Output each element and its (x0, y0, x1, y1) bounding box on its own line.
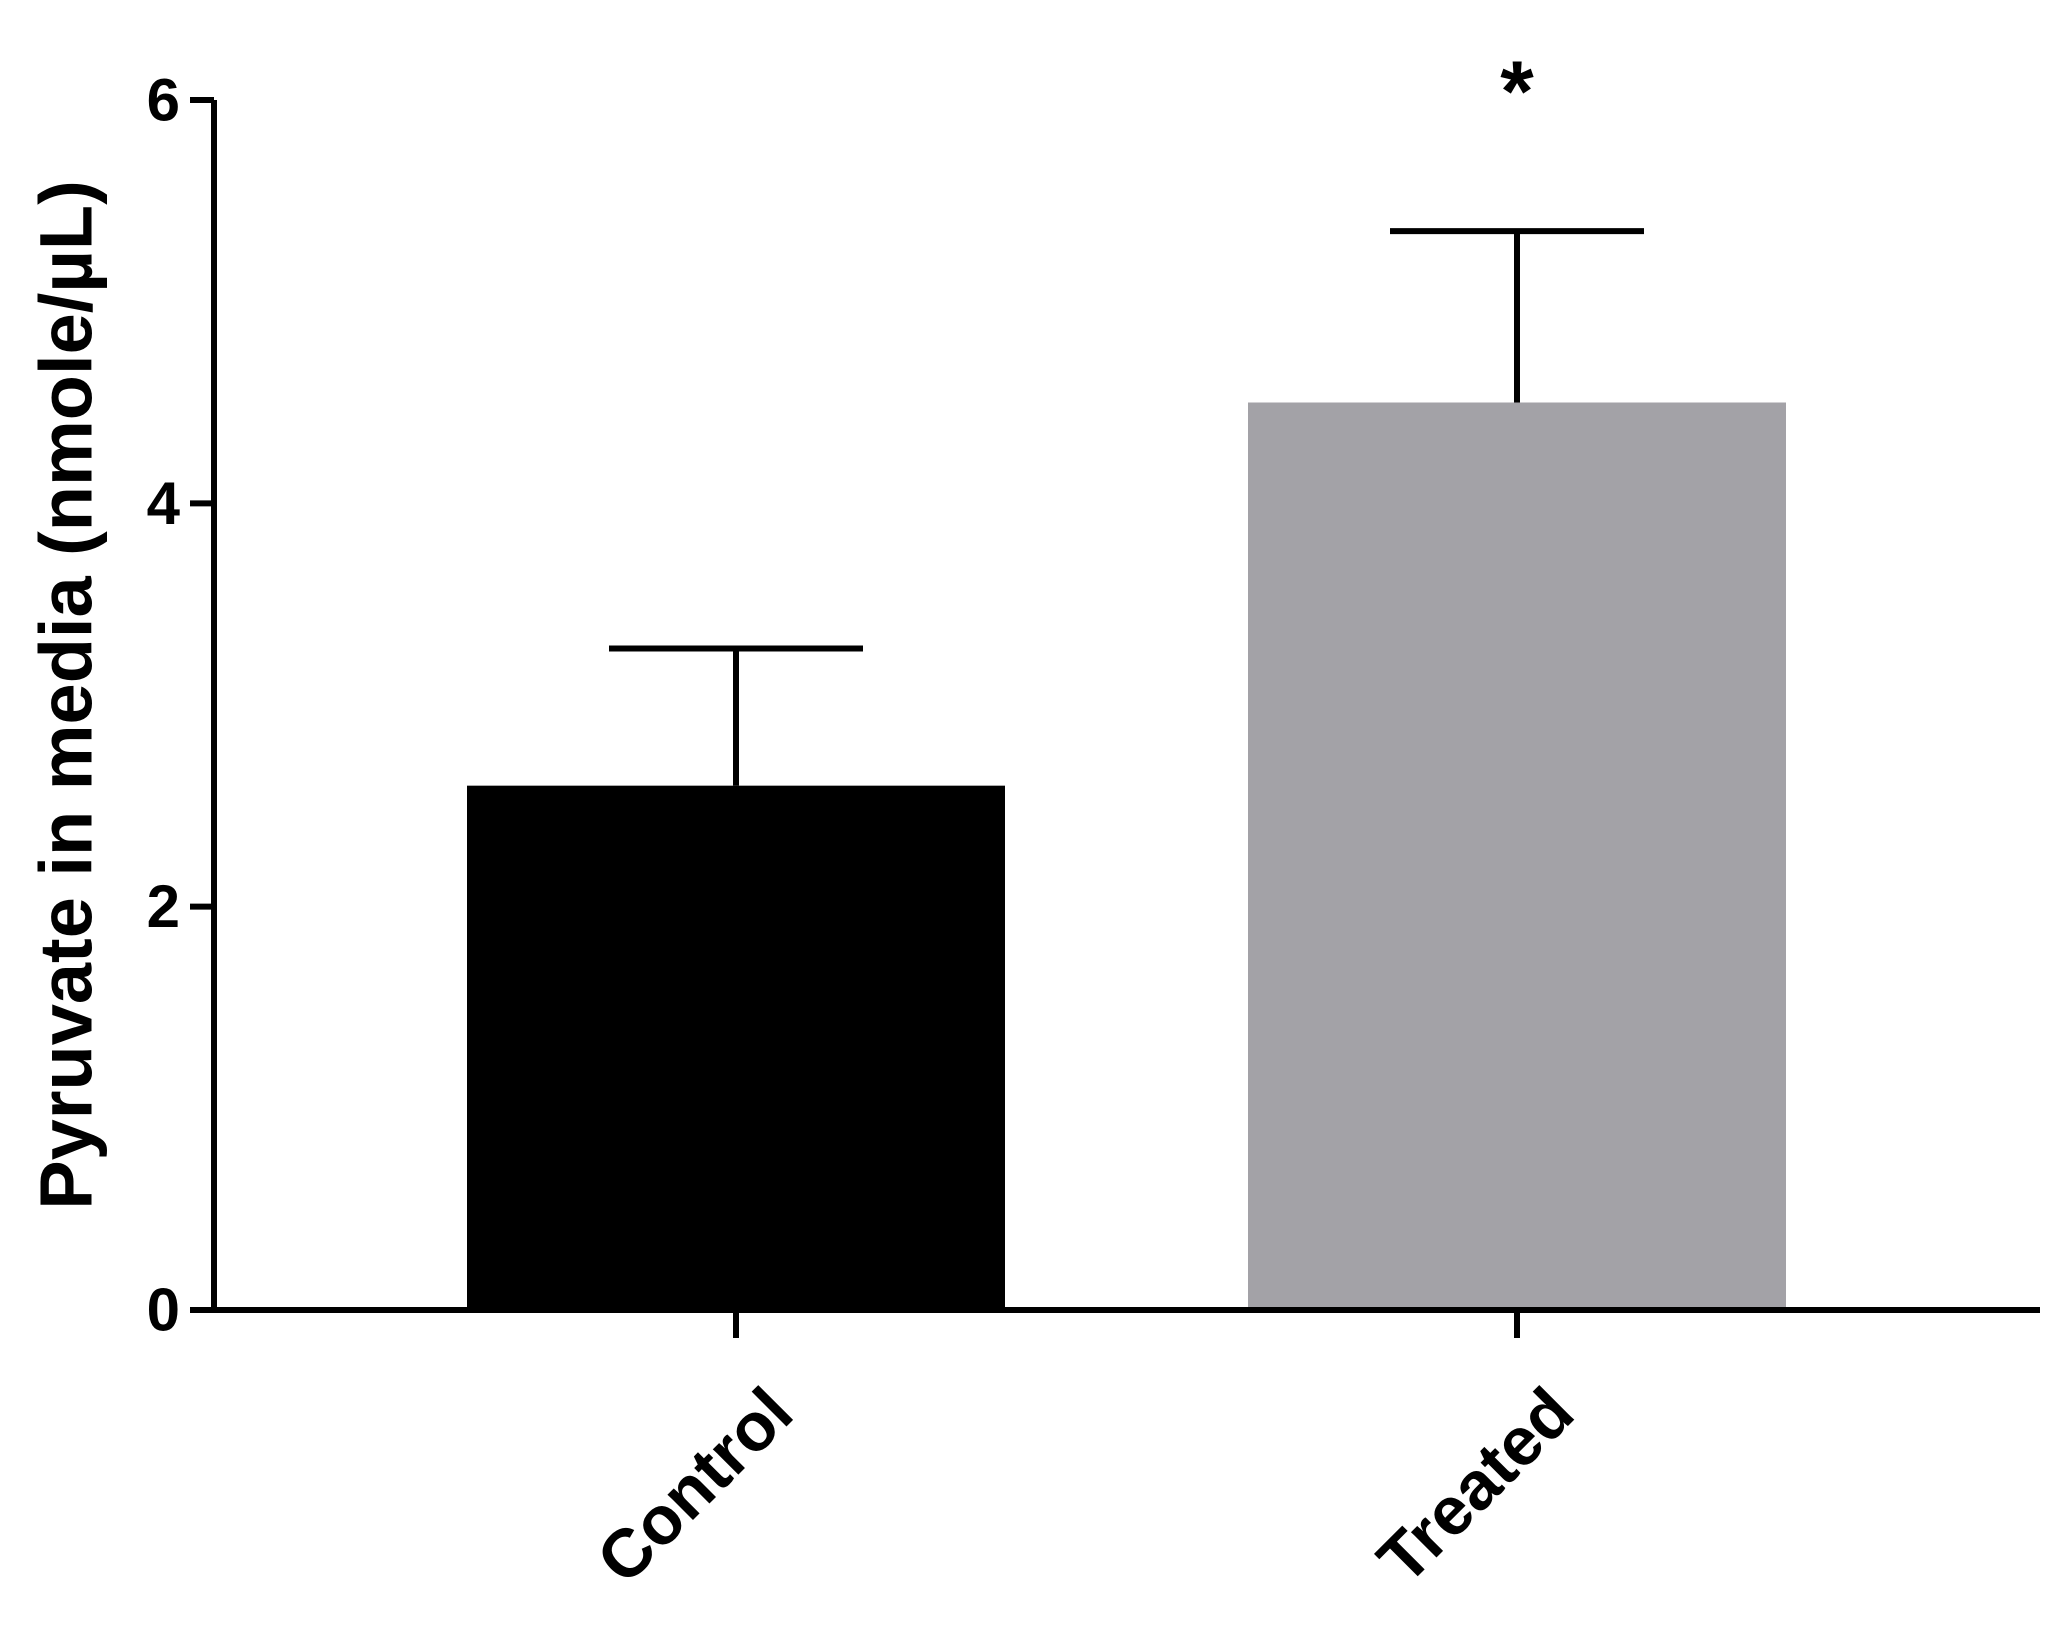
error-bars-layer (609, 228, 1644, 786)
y-tick-label-6: 6 (147, 67, 180, 134)
bar-treated (1248, 402, 1786, 1310)
x-tick-label-control: Control (582, 1373, 807, 1598)
bars-layer (467, 402, 1786, 1310)
y-tick-label-2: 2 (147, 873, 180, 940)
y-tick-label-4: 4 (147, 470, 181, 537)
x-tick-label-treated: Treated (1363, 1373, 1588, 1598)
y-tick-label-0: 0 (147, 1277, 180, 1344)
significance-marker-treated: * (1500, 44, 1534, 140)
axes-layer (190, 97, 2040, 1338)
y-axis-label: Pyruvate in media (nmole/µL) (25, 180, 108, 1210)
bar-control (467, 785, 1005, 1310)
